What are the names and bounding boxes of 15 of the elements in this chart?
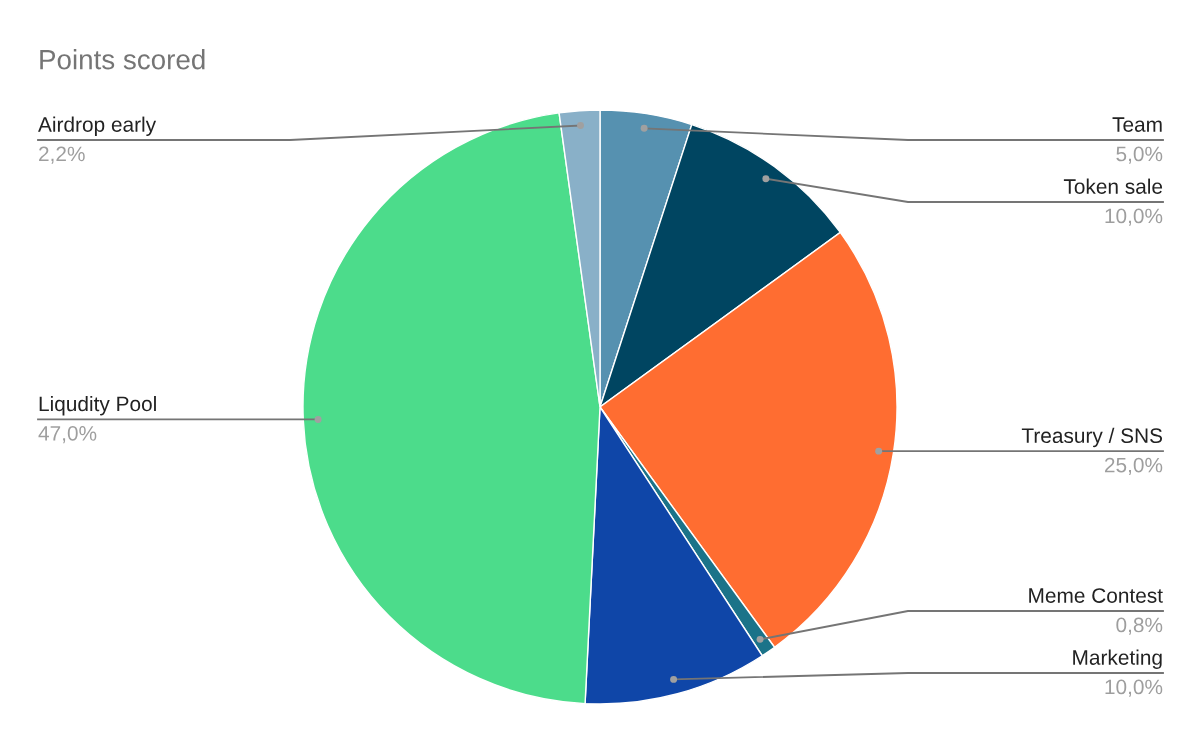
- slice-label: Meme Contest: [1029, 588, 1163, 603]
- data-label: 2,2%: [39, 146, 85, 164]
- data-label: 25,0%: [1104, 457, 1163, 475]
- slice-label: Team: [1112, 117, 1162, 132]
- data-label: 0,8%: [1116, 617, 1163, 635]
- slice-label: Marketing: [1073, 649, 1162, 669]
- chart-title: Points scored: [40, 49, 205, 70]
- slice-label: Liqudity Pool: [39, 395, 156, 416]
- data-label: 5,0%: [1116, 146, 1163, 164]
- slice-label: Treasury / SNS: [1021, 427, 1163, 448]
- data-label: 10,0%: [1105, 679, 1163, 697]
- data-label: 10,0%: [1105, 208, 1163, 226]
- slice-label: Token sale: [1063, 178, 1163, 194]
- slice-label: Airdrop early: [38, 116, 157, 136]
- data-label: 47,0%: [38, 425, 97, 444]
